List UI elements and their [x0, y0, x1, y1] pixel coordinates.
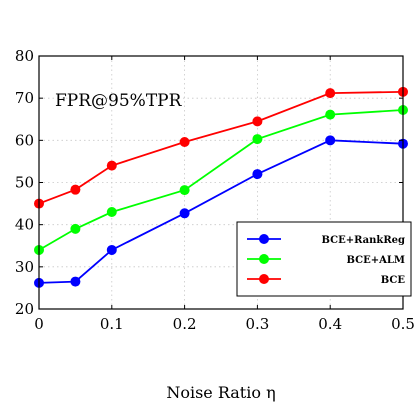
legend-item: BCE [247, 274, 405, 286]
y-tick-label: 60 [15, 131, 34, 149]
data-point [179, 185, 190, 196]
y-tick-label: 50 [15, 174, 34, 192]
x-tick-label: 0.5 [391, 315, 415, 333]
legend-label: BCE+RankReg [322, 235, 405, 246]
y-tick-label: 80 [15, 47, 34, 65]
data-point [325, 88, 336, 99]
y-tick-label: 20 [15, 300, 34, 318]
y-tick-label: 70 [15, 89, 34, 107]
data-point [325, 109, 336, 120]
data-point [179, 208, 190, 219]
legend: BCE+RankReg BCE+ALM BCE [236, 221, 412, 297]
data-point [252, 169, 263, 180]
axis-ticks: 0 0.1 0.2 0.3 0.4 0.5 20 30 40 50 60 70 80 [15, 47, 415, 333]
series-layer [34, 86, 408, 288]
legend-label: BCE+ALM [347, 255, 405, 266]
legend-marker [259, 254, 269, 264]
data-point [106, 244, 117, 255]
y-tick-label: 30 [15, 258, 34, 276]
data-point [325, 135, 336, 146]
data-point [70, 276, 81, 287]
series-bce-rankreg [34, 135, 408, 288]
x-tick-label: 0.3 [245, 315, 269, 333]
data-point [106, 207, 117, 218]
series-bce-alm [34, 104, 408, 255]
data-point [179, 137, 190, 148]
x-axis-label: Noise Ratio η [166, 383, 275, 402]
legend-marker [259, 234, 269, 244]
x-tick-label: 0.1 [100, 315, 124, 333]
data-point [70, 184, 81, 195]
legend-item: BCE+RankReg [247, 234, 405, 246]
data-point [252, 116, 263, 127]
legend-marker [259, 274, 269, 284]
data-point [252, 134, 263, 145]
x-tick-label: 0.2 [173, 315, 197, 333]
data-point [70, 223, 81, 234]
data-point [106, 160, 117, 171]
x-tick-label: 0.4 [318, 315, 342, 333]
y-tick-label: 40 [15, 216, 34, 234]
legend-item: BCE+ALM [247, 254, 405, 266]
x-tick-label: 0 [34, 315, 44, 333]
metric-annotation: FPR@95%TPR [55, 91, 183, 111]
legend-label: BCE [381, 275, 406, 286]
series-bce [34, 86, 408, 209]
